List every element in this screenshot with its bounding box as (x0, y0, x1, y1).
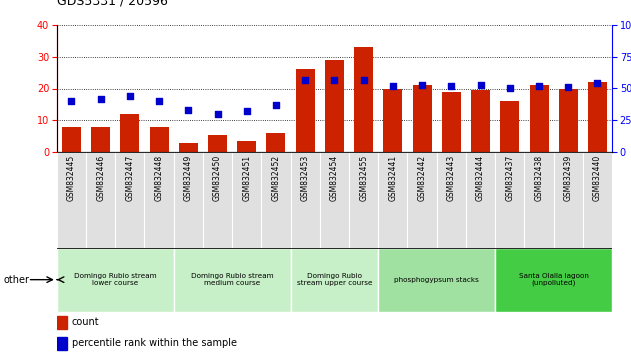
Text: GSM832454: GSM832454 (330, 155, 339, 201)
Bar (442, 92, 461, 152)
Bar (320, 152, 349, 248)
Point (417, 82, 427, 87)
Bar (91, 127, 110, 152)
Point (446, 83, 456, 89)
Bar (237, 141, 256, 152)
Bar (413, 85, 432, 152)
Point (242, 109, 252, 114)
Text: other: other (3, 275, 29, 285)
Bar (384, 88, 403, 152)
Point (505, 86, 515, 91)
Text: Domingo Rubio stream
lower course: Domingo Rubio stream lower course (74, 273, 156, 286)
Text: GSM832449: GSM832449 (184, 155, 193, 201)
Bar (588, 82, 607, 152)
Text: GSM832443: GSM832443 (447, 155, 456, 201)
Point (300, 77, 310, 82)
Bar (325, 60, 344, 152)
Bar (471, 90, 490, 152)
Bar (354, 47, 373, 152)
Text: GSM832453: GSM832453 (301, 155, 310, 201)
Point (388, 83, 398, 89)
Bar (150, 127, 168, 152)
Bar (291, 248, 378, 312)
Bar (558, 88, 578, 152)
Point (593, 81, 603, 86)
Bar (378, 152, 408, 248)
Bar (408, 152, 437, 248)
Text: GSM832448: GSM832448 (155, 155, 163, 201)
Text: GSM832446: GSM832446 (96, 155, 105, 201)
Bar (57, 316, 67, 329)
Point (125, 93, 135, 99)
Text: GSM832441: GSM832441 (389, 155, 398, 201)
Bar (115, 152, 144, 248)
Bar (466, 152, 495, 248)
Point (213, 111, 223, 117)
Bar (495, 248, 612, 312)
Text: GSM832444: GSM832444 (476, 155, 485, 201)
Point (271, 102, 281, 108)
Text: GSM832447: GSM832447 (126, 155, 134, 201)
Text: GSM832445: GSM832445 (67, 155, 76, 201)
Bar (261, 152, 291, 248)
Text: percentile rank within the sample: percentile rank within the sample (72, 338, 237, 348)
Bar (203, 152, 232, 248)
Bar (62, 127, 81, 152)
Bar (495, 152, 524, 248)
Point (358, 77, 369, 82)
Text: count: count (72, 317, 100, 327)
Text: GSM832452: GSM832452 (271, 155, 280, 201)
Text: GSM832440: GSM832440 (593, 155, 602, 201)
Bar (121, 114, 139, 152)
Bar (437, 152, 466, 248)
Text: Santa Olalla lagoon
(unpolluted): Santa Olalla lagoon (unpolluted) (519, 273, 589, 286)
Bar (266, 133, 285, 152)
Text: GSM832438: GSM832438 (534, 155, 543, 201)
Bar (529, 85, 548, 152)
Bar (378, 248, 495, 312)
Text: GSM832450: GSM832450 (213, 155, 222, 201)
Bar (296, 69, 315, 152)
Bar (86, 152, 115, 248)
Bar (349, 152, 378, 248)
Bar (583, 152, 612, 248)
Bar (174, 152, 203, 248)
Bar (174, 248, 291, 312)
Bar (179, 143, 198, 152)
Point (66, 98, 76, 104)
Text: Domingo Rubio
stream upper course: Domingo Rubio stream upper course (297, 273, 372, 286)
Bar (144, 152, 174, 248)
Text: Domingo Rubio stream
medium course: Domingo Rubio stream medium course (191, 273, 273, 286)
Bar (524, 152, 553, 248)
Bar (57, 152, 86, 248)
Point (183, 107, 193, 113)
Point (154, 98, 164, 104)
Point (95, 96, 105, 102)
Text: GSM832442: GSM832442 (418, 155, 427, 201)
Bar (208, 135, 227, 152)
Bar (57, 337, 67, 350)
Text: GDS5331 / 20596: GDS5331 / 20596 (57, 0, 168, 7)
Text: GSM832437: GSM832437 (505, 155, 514, 201)
Bar (500, 101, 519, 152)
Bar (291, 152, 320, 248)
Point (563, 84, 574, 90)
Point (534, 83, 544, 89)
Point (329, 77, 339, 82)
Text: phosphogypsum stacks: phosphogypsum stacks (394, 277, 479, 282)
Text: GSM832451: GSM832451 (242, 155, 251, 201)
Bar (232, 152, 261, 248)
Text: GSM832439: GSM832439 (563, 155, 573, 201)
Bar (57, 248, 174, 312)
Bar (553, 152, 583, 248)
Point (476, 82, 486, 87)
Text: GSM832455: GSM832455 (359, 155, 368, 201)
